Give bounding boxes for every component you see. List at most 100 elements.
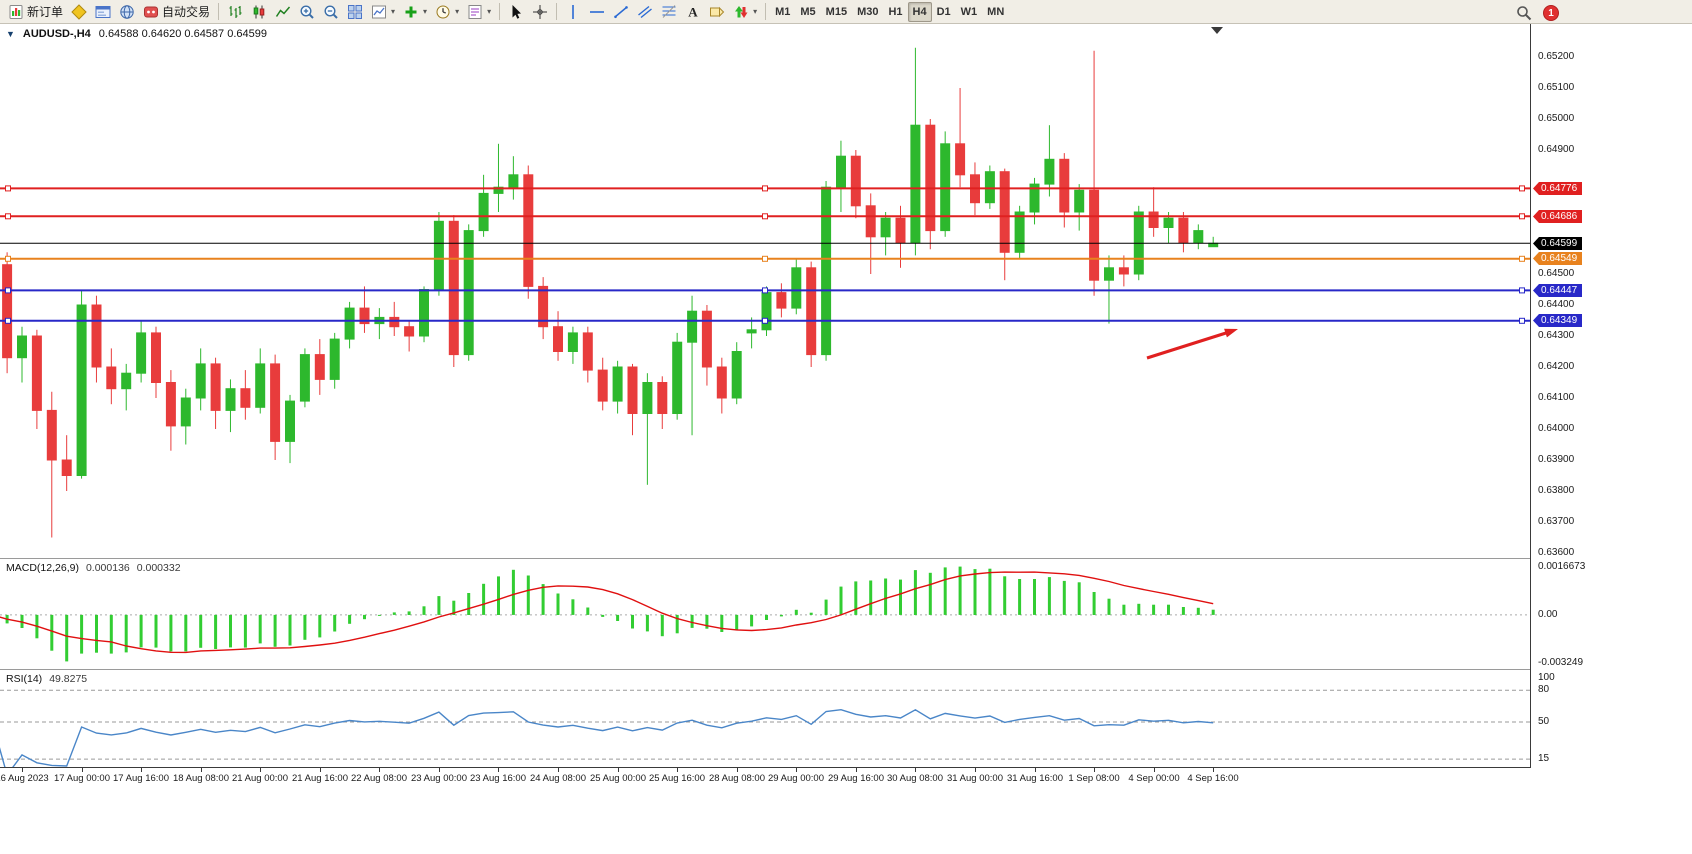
vertical-line-button[interactable] bbox=[561, 2, 585, 22]
chevron-down-icon[interactable]: ▾ bbox=[487, 7, 492, 16]
line-handle[interactable] bbox=[5, 255, 11, 262]
line-handle[interactable] bbox=[1519, 213, 1525, 220]
label-icon bbox=[710, 6, 725, 17]
line-handle[interactable] bbox=[5, 185, 11, 192]
timeframe-m30-button[interactable]: M30 bbox=[857, 5, 879, 18]
line-handle[interactable] bbox=[762, 255, 768, 262]
new-order-button[interactable]: 新订单 bbox=[4, 2, 67, 22]
pane-separator[interactable] bbox=[0, 558, 1692, 559]
candlestick-chart-button[interactable] bbox=[247, 2, 271, 22]
candlestick-chart[interactable] bbox=[0, 24, 1530, 558]
rsi-pane[interactable]: RSI(14) 49.8275 bbox=[0, 670, 1530, 767]
time-axis-label: 24 Aug 08:00 bbox=[530, 773, 586, 784]
notifications-badge[interactable]: 1 bbox=[1543, 5, 1559, 21]
time-axis-label: 31 Aug 00:00 bbox=[947, 773, 1003, 784]
line-chart-button[interactable] bbox=[271, 2, 295, 22]
terminal-button[interactable] bbox=[91, 2, 115, 22]
time-axis-label: 4 Sep 00:00 bbox=[1128, 773, 1180, 784]
line-handle[interactable] bbox=[1519, 255, 1525, 262]
line-handle[interactable] bbox=[762, 317, 768, 324]
equidistant-channel-button[interactable] bbox=[633, 2, 657, 22]
text-label-button[interactable] bbox=[705, 2, 729, 22]
main-chart-pane[interactable]: ▼ AUDUSD-,H4 0.64588 0.64620 0.64587 0.6… bbox=[0, 24, 1530, 558]
price-axis[interactable]: 0.65200 0.65100 0.65000 0.64900 0.64500 0.644… bbox=[1531, 24, 1692, 768]
terminal-icon bbox=[95, 5, 111, 18]
tile-windows-button[interactable] bbox=[343, 2, 367, 22]
time-axis-tick bbox=[796, 768, 797, 772]
timeframe-w1-button[interactable]: W1 bbox=[960, 5, 978, 18]
macd-axis-min: -0.003249 bbox=[1538, 657, 1584, 668]
time-axis-label: 23 Aug 16:00 bbox=[470, 773, 526, 784]
line-handle[interactable] bbox=[1519, 287, 1525, 294]
templates-button[interactable]: ▾ bbox=[463, 2, 495, 22]
line-handle[interactable] bbox=[5, 287, 11, 294]
time-axis-label: 17 Aug 16:00 bbox=[113, 773, 169, 784]
indicators-button[interactable]: ▾ bbox=[399, 2, 431, 22]
metaeditor-button[interactable] bbox=[67, 2, 91, 22]
time-axis-tick bbox=[201, 768, 202, 772]
cursor-button[interactable] bbox=[504, 2, 528, 22]
macd-pane[interactable]: MACD(12,26,9) 0.000136 0.000332 bbox=[0, 559, 1530, 669]
timeframe-m1-button[interactable]: M1 bbox=[775, 5, 791, 18]
timeframe-h1-button[interactable]: H1 bbox=[888, 5, 903, 18]
autotrading-label: 自动交易 bbox=[162, 5, 211, 19]
pane-separator[interactable] bbox=[0, 669, 1692, 670]
rsi-label: RSI(14) 49.8275 bbox=[6, 673, 87, 685]
periods-button[interactable]: ▾ bbox=[431, 2, 463, 22]
hline-object-0.64447[interactable] bbox=[0, 287, 1530, 294]
autotrading-button[interactable]: 自动交易 bbox=[139, 2, 214, 22]
toolbar-separator bbox=[556, 3, 558, 20]
zoom-in-button[interactable] bbox=[295, 2, 319, 22]
chevron-down-icon[interactable]: ▾ bbox=[391, 7, 396, 16]
line-handle[interactable] bbox=[762, 213, 768, 220]
new-order-icon bbox=[9, 4, 23, 19]
macd-axis-max: 0.0016673 bbox=[1538, 561, 1586, 572]
trendline-button[interactable] bbox=[609, 2, 633, 22]
time-axis-tick bbox=[558, 768, 559, 772]
line-handle[interactable] bbox=[762, 185, 768, 192]
line-handle[interactable] bbox=[762, 287, 768, 294]
time-axis[interactable]: 16 Aug 2023 17 Aug 00:00 17 Aug 16:00 18 Au… bbox=[0, 768, 1692, 790]
hline-object-0.64686[interactable] bbox=[0, 213, 1530, 220]
profiles-button[interactable]: ▾ bbox=[367, 2, 399, 22]
time-axis-label: 29 Aug 00:00 bbox=[768, 773, 824, 784]
line-handle[interactable] bbox=[5, 317, 11, 324]
line-handle[interactable] bbox=[5, 213, 11, 220]
text-button[interactable]: A bbox=[681, 2, 705, 22]
timeframe-mn-button[interactable]: MN bbox=[987, 5, 1005, 18]
price-axis-label: 0.65100 bbox=[1538, 82, 1575, 93]
metaeditor-icon bbox=[71, 3, 87, 20]
community-button[interactable] bbox=[115, 2, 139, 22]
timeframe-m5-button[interactable]: M5 bbox=[800, 5, 816, 18]
chevron-down-icon[interactable]: ▾ bbox=[423, 7, 428, 16]
hline-object-0.64349[interactable] bbox=[0, 317, 1530, 324]
timeframe-d1-button[interactable]: D1 bbox=[936, 5, 951, 18]
arrows-button[interactable]: ▾ bbox=[729, 2, 761, 22]
chevron-down-icon[interactable]: ▾ bbox=[753, 7, 758, 16]
rsi-axis-label-15: 15 bbox=[1538, 753, 1550, 764]
timeframe-h4-button[interactable]: H4 bbox=[907, 1, 932, 22]
time-axis-tick bbox=[1094, 768, 1095, 772]
ohlc-values: 0.64588 0.64620 0.64587 0.64599 bbox=[98, 28, 267, 40]
line-handle[interactable] bbox=[1519, 185, 1525, 192]
fibonacci-button[interactable] bbox=[657, 2, 681, 22]
time-axis-label: 21 Aug 16:00 bbox=[292, 773, 348, 784]
bar-chart-button[interactable] bbox=[223, 2, 247, 22]
line-handle[interactable] bbox=[1519, 317, 1525, 324]
chart-shift-marker[interactable] bbox=[1211, 27, 1223, 34]
rsi-axis-label-50: 50 bbox=[1538, 716, 1550, 727]
hline-object-0.64776[interactable] bbox=[0, 185, 1530, 192]
crosshair-button[interactable] bbox=[528, 2, 552, 22]
arrow-annotation[interactable] bbox=[1146, 328, 1238, 360]
zoom-out-button[interactable] bbox=[319, 2, 343, 22]
trendline-icon bbox=[614, 5, 628, 18]
chevron-down-icon[interactable]: ▾ bbox=[455, 7, 460, 16]
crosshair-icon bbox=[533, 4, 548, 19]
timeframe-m15-button[interactable]: M15 bbox=[825, 5, 848, 18]
horizontal-line-button[interactable] bbox=[585, 2, 609, 22]
hline-object-0.64549[interactable] bbox=[0, 255, 1530, 262]
time-axis-label: 16 Aug 2023 bbox=[0, 773, 49, 784]
time-axis-label: 22 Aug 08:00 bbox=[351, 773, 407, 784]
one-click-trading-toggle[interactable]: ▼ bbox=[6, 29, 15, 39]
search-button[interactable] bbox=[1512, 3, 1536, 23]
